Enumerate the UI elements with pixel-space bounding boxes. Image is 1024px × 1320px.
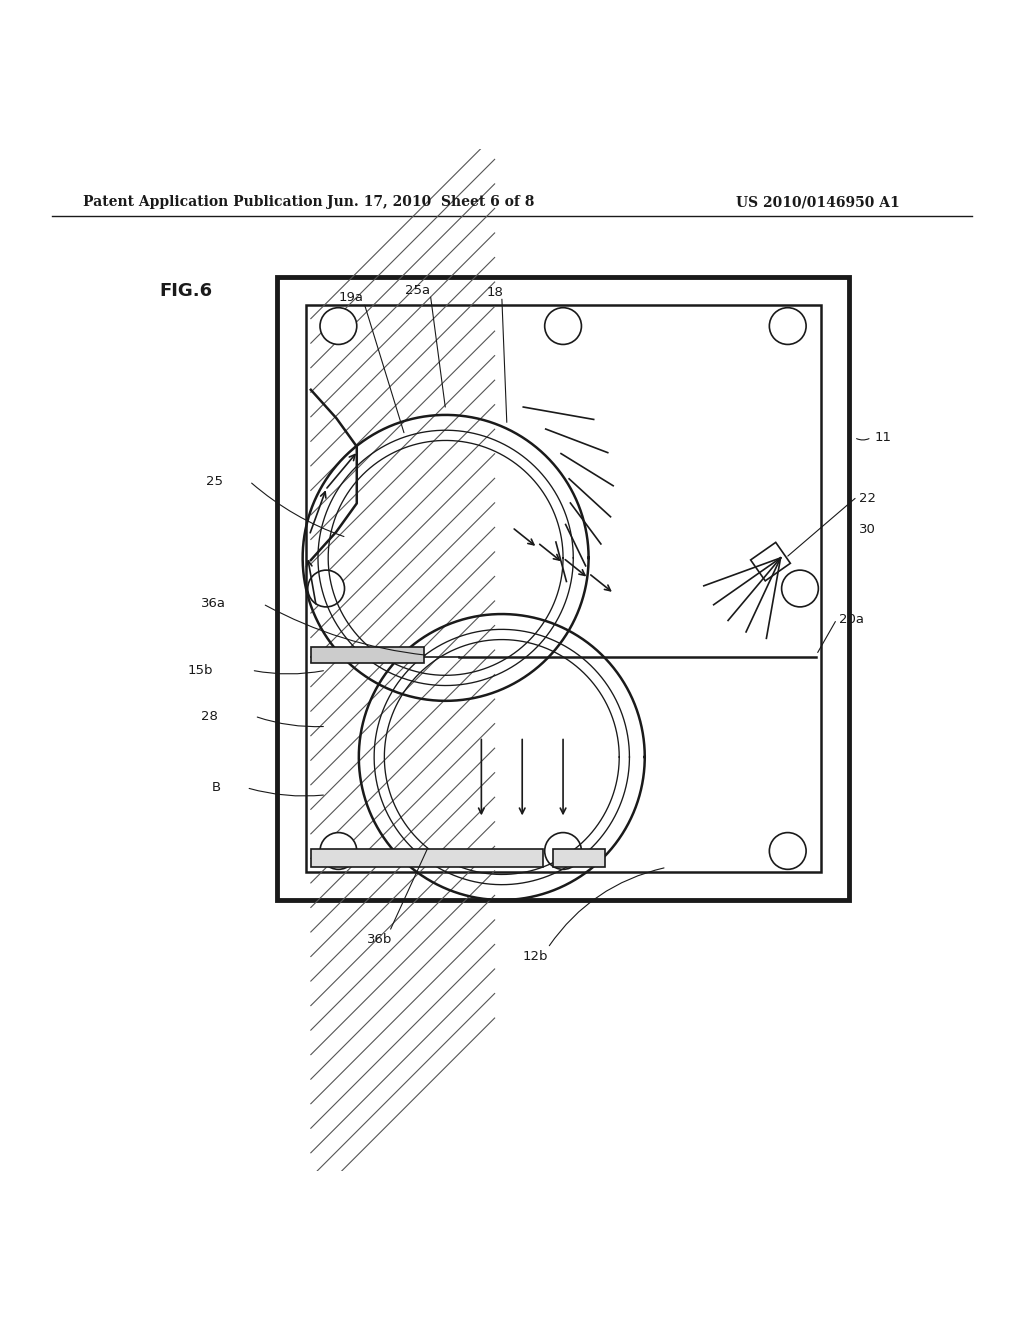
Circle shape bbox=[781, 570, 818, 607]
Circle shape bbox=[545, 833, 582, 870]
Text: 18: 18 bbox=[486, 286, 504, 298]
Bar bbox=[751, 543, 791, 581]
Text: 11: 11 bbox=[874, 430, 892, 444]
Bar bbox=[553, 849, 605, 867]
Circle shape bbox=[769, 833, 806, 870]
Circle shape bbox=[769, 308, 806, 345]
Text: 36b: 36b bbox=[367, 933, 392, 946]
Text: 25a: 25a bbox=[404, 284, 430, 297]
Bar bbox=[311, 849, 543, 867]
Text: B: B bbox=[212, 781, 221, 795]
Polygon shape bbox=[311, 310, 489, 867]
Text: 28: 28 bbox=[201, 710, 217, 722]
Bar bbox=[278, 277, 849, 900]
Circle shape bbox=[308, 570, 344, 607]
Text: 15b: 15b bbox=[187, 664, 213, 677]
Text: 30: 30 bbox=[859, 523, 877, 536]
Text: 20a: 20a bbox=[839, 612, 864, 626]
Text: 25: 25 bbox=[206, 475, 222, 488]
Text: Jun. 17, 2010  Sheet 6 of 8: Jun. 17, 2010 Sheet 6 of 8 bbox=[327, 195, 534, 210]
Bar bbox=[306, 305, 821, 873]
Text: US 2010/0146950 A1: US 2010/0146950 A1 bbox=[736, 195, 900, 210]
Circle shape bbox=[321, 308, 356, 345]
Text: Patent Application Publication: Patent Application Publication bbox=[83, 195, 323, 210]
Text: 36a: 36a bbox=[201, 598, 225, 610]
Text: 12b: 12b bbox=[522, 949, 548, 962]
Circle shape bbox=[545, 308, 582, 345]
Text: 22: 22 bbox=[859, 492, 877, 506]
Bar bbox=[311, 647, 424, 663]
Text: 19a: 19a bbox=[338, 290, 364, 304]
Circle shape bbox=[321, 833, 356, 870]
Text: FIG.6: FIG.6 bbox=[160, 282, 213, 300]
